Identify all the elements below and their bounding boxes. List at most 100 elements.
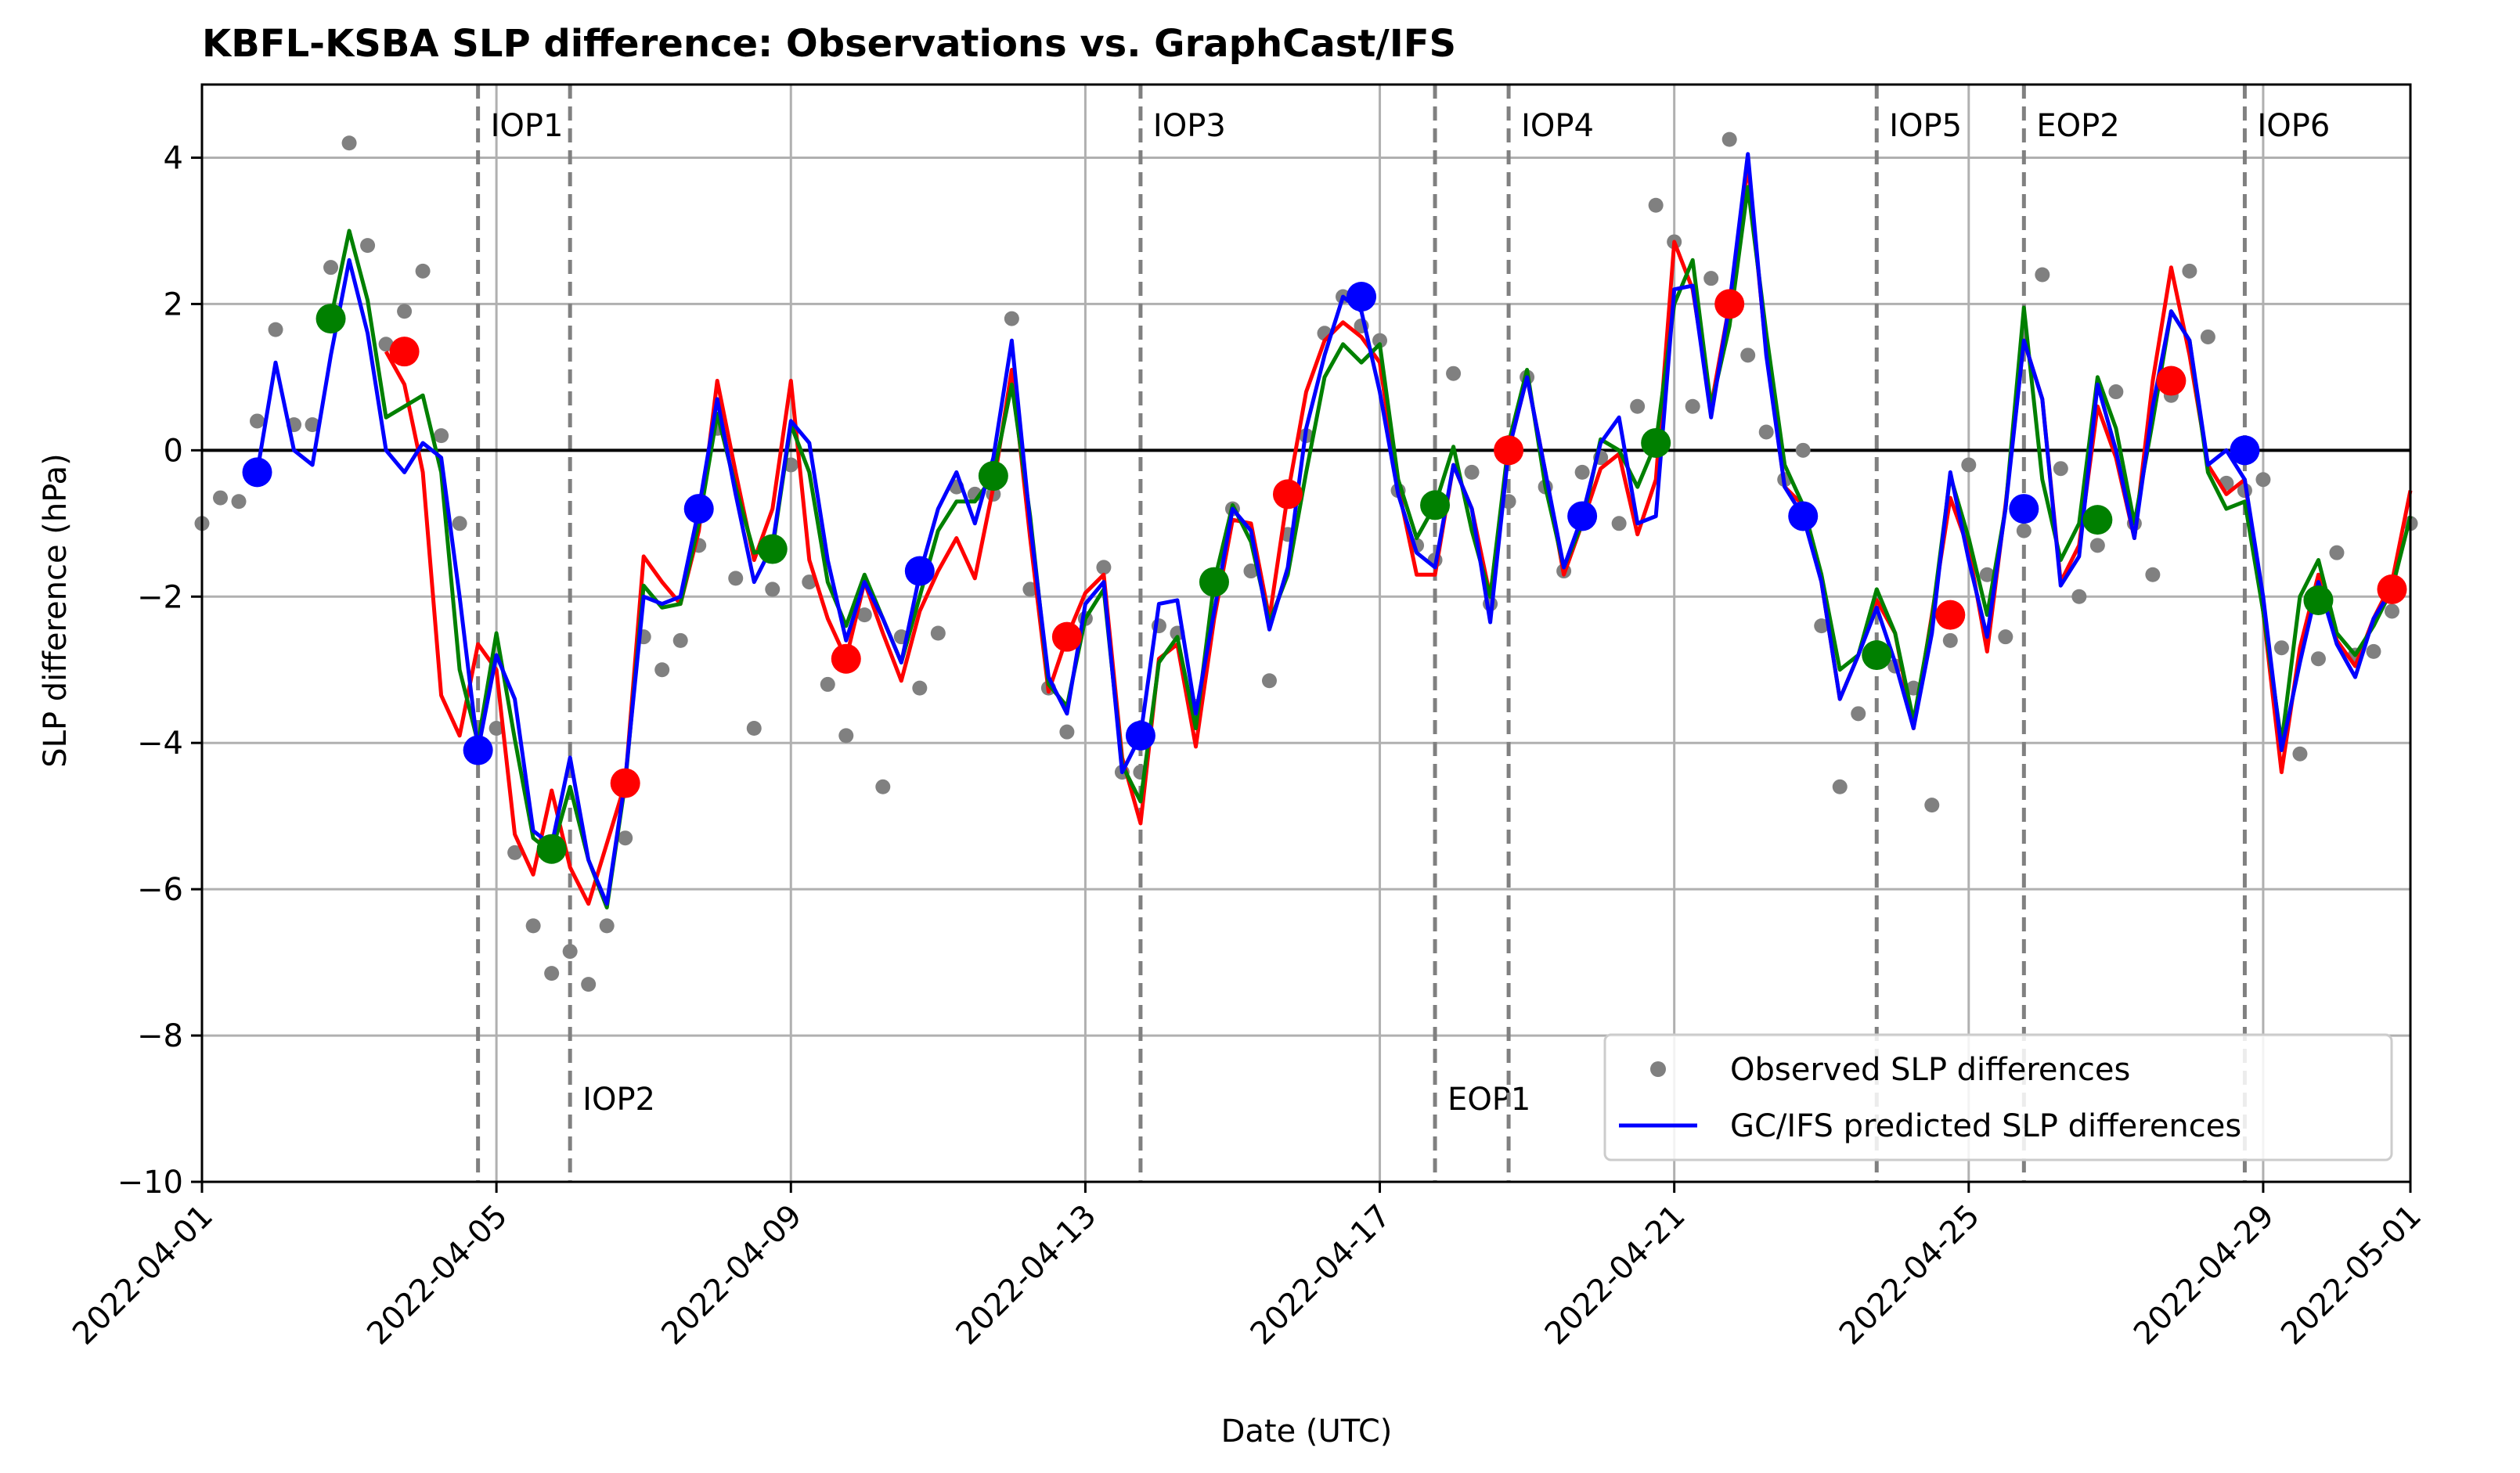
observed-point bbox=[231, 494, 247, 510]
observed-point bbox=[2366, 643, 2381, 659]
observed-point bbox=[1851, 706, 1866, 722]
observed-point bbox=[213, 490, 229, 506]
observed-point bbox=[1961, 457, 1977, 473]
observed-point bbox=[1630, 398, 1646, 414]
observed-point bbox=[2108, 384, 2124, 400]
observed-point bbox=[2071, 589, 2087, 604]
event-label-eop2: EOP2 bbox=[2036, 108, 2119, 144]
observed-point bbox=[488, 721, 504, 736]
observed-point bbox=[1611, 516, 1627, 531]
event-label-iop2: IOP2 bbox=[582, 1082, 655, 1118]
plot-area-frame bbox=[200, 83, 2412, 1183]
observed-point bbox=[2273, 640, 2289, 656]
observed-point bbox=[618, 830, 633, 846]
legend-box bbox=[1603, 1033, 2393, 1161]
observed-point bbox=[838, 728, 854, 744]
observed-point bbox=[323, 260, 339, 276]
x-axis-label: Date (UTC) bbox=[1221, 1414, 1393, 1450]
highlight-marker bbox=[2009, 494, 2039, 524]
observed-point bbox=[1464, 464, 1480, 480]
observed-point bbox=[2016, 523, 2032, 538]
highlight-marker bbox=[610, 768, 640, 798]
series-line-gc-ifs bbox=[255, 152, 2394, 906]
observed-point bbox=[2310, 651, 2326, 667]
highlight-marker bbox=[1567, 501, 1598, 531]
observed-point bbox=[415, 263, 431, 279]
highlight-marker bbox=[1714, 289, 1745, 319]
event-label-iop1: IOP1 bbox=[491, 108, 564, 144]
observed-point bbox=[1096, 560, 1112, 575]
observed-point bbox=[654, 662, 670, 678]
observed-point bbox=[2035, 267, 2050, 283]
highlight-marker bbox=[2230, 435, 2260, 466]
observed-point bbox=[1685, 398, 1700, 414]
y-tick-label: 2 bbox=[164, 286, 183, 322]
observed-point bbox=[525, 918, 541, 934]
observed-point bbox=[1022, 582, 1038, 597]
highlight-marker bbox=[315, 304, 346, 334]
observed-point bbox=[1998, 629, 2013, 645]
event-lines: IOP1 IOP2 IOP3 EOP1 IOP4 IOP5 EOP2 IOP6 bbox=[476, 85, 2330, 1182]
observed-point bbox=[875, 779, 891, 794]
y-tick-label: −2 bbox=[137, 579, 183, 615]
observed-point bbox=[2089, 538, 2105, 553]
observed-point bbox=[2145, 567, 2161, 582]
legend-observed-swatch bbox=[1650, 1061, 1666, 1077]
event-label-iop3: IOP3 bbox=[1153, 108, 1226, 144]
highlight-marker bbox=[683, 494, 714, 524]
observed-point bbox=[1574, 464, 1590, 480]
highlight-markers bbox=[242, 282, 2407, 864]
observed-point bbox=[397, 304, 413, 319]
observed-point bbox=[746, 721, 762, 736]
observed-point bbox=[1648, 197, 1664, 213]
observed-point bbox=[1059, 724, 1075, 740]
chart-title: KBFL-KSBA SLP difference: Observations v… bbox=[202, 22, 1456, 66]
observed-point bbox=[1004, 311, 1019, 326]
observed-point bbox=[1758, 424, 1774, 440]
chart-legend: Observed SLP differences GC/IFS predicte… bbox=[1603, 1033, 2393, 1161]
highlight-marker bbox=[1862, 640, 1892, 671]
y-tick-label: 0 bbox=[164, 433, 183, 469]
y-axis-label: SLP difference (hPa) bbox=[38, 453, 74, 767]
observed-point bbox=[1740, 348, 1756, 363]
observed-point bbox=[1446, 366, 1462, 381]
observed-point bbox=[360, 238, 376, 254]
y-tick-label: −10 bbox=[117, 1165, 183, 1201]
highlight-marker bbox=[1125, 720, 1155, 751]
highlight-marker bbox=[1788, 501, 1819, 531]
observed-point bbox=[341, 135, 357, 151]
observed-point bbox=[820, 676, 835, 692]
observed-point bbox=[1795, 442, 1811, 458]
highlight-marker bbox=[2377, 574, 2407, 604]
event-label-iop5: IOP5 bbox=[1889, 108, 1962, 144]
observed-point bbox=[378, 337, 394, 352]
highlight-marker bbox=[1420, 490, 1451, 520]
observed-point bbox=[1243, 564, 1259, 579]
event-label-iop4: IOP4 bbox=[1521, 108, 1594, 144]
highlight-marker bbox=[978, 461, 1008, 492]
highlight-marker bbox=[1347, 282, 1377, 312]
observed-point bbox=[2292, 746, 2308, 762]
highlight-marker bbox=[1935, 600, 1966, 630]
observed-point bbox=[728, 571, 744, 586]
observed-point bbox=[1372, 333, 1388, 348]
observed-point bbox=[434, 428, 449, 444]
highlight-marker bbox=[536, 834, 567, 864]
observed-point bbox=[2384, 603, 2399, 619]
observed-point bbox=[250, 413, 265, 429]
observed-point bbox=[507, 845, 523, 860]
observed-point bbox=[2329, 545, 2345, 560]
highlight-marker bbox=[1199, 567, 1229, 597]
y-tick-label: 4 bbox=[164, 140, 183, 176]
observed-point bbox=[1703, 271, 1719, 286]
legend-predicted-label: GC/IFS predicted SLP differences bbox=[1730, 1108, 2241, 1144]
observed-point bbox=[1261, 673, 1277, 689]
prediction-series bbox=[255, 152, 2413, 909]
observed-point bbox=[912, 680, 928, 696]
event-label-iop6: IOP6 bbox=[2257, 108, 2330, 144]
observed-point bbox=[1942, 632, 1958, 648]
observed-point bbox=[1979, 567, 1995, 582]
highlight-marker bbox=[757, 534, 788, 564]
